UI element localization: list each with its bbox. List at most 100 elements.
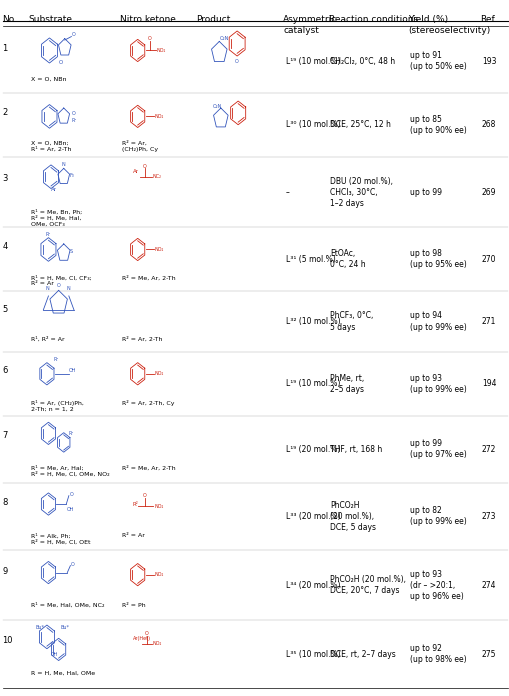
Text: Ar: Ar xyxy=(50,187,56,191)
Text: 273: 273 xyxy=(481,512,495,521)
Text: PhCO₂H
(20 mol.%),
DCE, 5 days: PhCO₂H (20 mol.%), DCE, 5 days xyxy=(330,500,376,532)
Text: L³⁰ (10 mol.%): L³⁰ (10 mol.%) xyxy=(285,120,340,129)
Text: 8: 8 xyxy=(3,498,8,507)
Text: R¹ = Me, Hal, OMe, NC₂: R¹ = Me, Hal, OMe, NC₂ xyxy=(31,603,104,608)
Text: OH: OH xyxy=(69,367,76,372)
Text: R¹: R¹ xyxy=(46,232,51,237)
Text: 9: 9 xyxy=(3,567,8,576)
Text: Bu*: Bu* xyxy=(36,624,45,630)
Text: L³⁴ (20 mol.%): L³⁴ (20 mol.%) xyxy=(285,580,340,590)
Text: R²: R² xyxy=(132,502,138,507)
Text: R² = Me, Ar, 2-Th: R² = Me, Ar, 2-Th xyxy=(122,466,176,471)
Text: up to 99
(up to 97% ee): up to 99 (up to 97% ee) xyxy=(409,439,465,459)
Text: up to 92
(up to 98% ee): up to 92 (up to 98% ee) xyxy=(409,644,465,664)
Text: –: – xyxy=(285,188,289,197)
Text: 193: 193 xyxy=(481,56,495,65)
Text: 4: 4 xyxy=(3,242,8,251)
Text: PhCF₃, 0°C,
5 days: PhCF₃, 0°C, 5 days xyxy=(330,311,373,331)
Text: NO₂: NO₂ xyxy=(154,504,163,509)
Text: O: O xyxy=(148,36,152,41)
Text: 3: 3 xyxy=(3,173,8,182)
Text: S: S xyxy=(70,249,73,254)
Text: Product: Product xyxy=(196,15,230,24)
Text: up to 93
(dr – >20:1,
up to 96% ee): up to 93 (dr – >20:1, up to 96% ee) xyxy=(409,569,462,601)
Text: 269: 269 xyxy=(481,188,495,197)
Text: 271: 271 xyxy=(481,317,495,326)
Text: 194: 194 xyxy=(481,379,495,388)
Text: R¹: R¹ xyxy=(69,431,74,436)
Text: O: O xyxy=(71,111,75,116)
Text: up to 98
(up to 95% ee): up to 98 (up to 95% ee) xyxy=(409,249,465,269)
Text: up to 91
(up to 50% ee): up to 91 (up to 50% ee) xyxy=(409,51,465,71)
Text: R² = Ph: R² = Ph xyxy=(122,603,146,608)
Text: 274: 274 xyxy=(481,580,495,590)
Text: R = H, Me, Hal, OMe: R = H, Me, Hal, OMe xyxy=(31,671,95,676)
Text: OH: OH xyxy=(66,507,74,512)
Text: Reaction conditions: Reaction conditions xyxy=(328,15,417,24)
Text: DCE, rt, 2–7 days: DCE, rt, 2–7 days xyxy=(330,649,395,658)
Text: R¹ = Me, Bn, Ph;
R² = H, Me, Hal,
OMe, OCF₃: R¹ = Me, Bn, Ph; R² = H, Me, Hal, OMe, O… xyxy=(31,209,81,227)
Text: NO₂: NO₂ xyxy=(152,641,161,647)
Text: O₂N: O₂N xyxy=(212,104,221,109)
Text: R¹ = Alk, Ph;
R² = H, Me, Cl, OEt: R¹ = Alk, Ph; R² = H, Me, Cl, OEt xyxy=(31,533,90,544)
Text: OH: OH xyxy=(51,652,59,658)
Text: N: N xyxy=(66,286,70,292)
Text: L³² (10 mol.%): L³² (10 mol.%) xyxy=(285,317,340,326)
Text: 10: 10 xyxy=(3,636,13,645)
Text: R¹: R¹ xyxy=(71,118,76,123)
Text: N: N xyxy=(62,161,66,166)
Text: EtOAc,
0°C, 24 h: EtOAc, 0°C, 24 h xyxy=(330,249,365,269)
Text: X = O, NBn: X = O, NBn xyxy=(31,77,66,82)
Text: R¹ = Me, Ar, Hal;
R² = H, Me, Cl, OMe, NO₂: R¹ = Me, Ar, Hal; R² = H, Me, Cl, OMe, N… xyxy=(31,466,109,477)
Text: L³¹ (5 mol.%): L³¹ (5 mol.%) xyxy=(285,255,335,264)
Text: F₃: F₃ xyxy=(70,173,74,177)
Text: No: No xyxy=(3,15,15,24)
Text: O: O xyxy=(56,283,61,288)
Text: 275: 275 xyxy=(481,649,495,658)
Text: 1: 1 xyxy=(3,44,8,53)
Text: 7: 7 xyxy=(3,432,8,440)
Text: 270: 270 xyxy=(481,255,495,264)
Text: Ar(Het): Ar(Het) xyxy=(132,636,150,642)
Text: O: O xyxy=(145,631,149,636)
Text: CH₂Cl₂, 0°C, 48 h: CH₂Cl₂, 0°C, 48 h xyxy=(330,56,395,65)
Text: Yield (%)
(stereoselectivity): Yield (%) (stereoselectivity) xyxy=(407,15,489,35)
Text: DBU (20 mol.%),
CHCl₃, 30°C,
1–2 days: DBU (20 mol.%), CHCl₃, 30°C, 1–2 days xyxy=(330,177,393,208)
Text: O: O xyxy=(234,59,238,64)
Text: R² = Ar, 2-Th, Cy: R² = Ar, 2-Th, Cy xyxy=(122,400,175,406)
Text: O: O xyxy=(59,61,63,65)
Text: R² = Ar,
(CH₂)Ph, Cy: R² = Ar, (CH₂)Ph, Cy xyxy=(122,141,158,152)
Text: NO₂: NO₂ xyxy=(154,371,163,377)
Text: Asymmetric
catalyst: Asymmetric catalyst xyxy=(282,15,336,35)
Text: R¹ = H, Me, Cl, CF₃;
R² = Ar: R¹ = H, Me, Cl, CF₃; R² = Ar xyxy=(31,276,91,286)
Text: R² = Ar, 2-Th: R² = Ar, 2-Th xyxy=(122,337,162,342)
Text: L¹⁹ (10 mol.%): L¹⁹ (10 mol.%) xyxy=(285,379,340,388)
Text: L³³ (20 mol.%): L³³ (20 mol.%) xyxy=(285,512,340,521)
Text: L³⁵ (10 mol.%): L³⁵ (10 mol.%) xyxy=(285,649,340,658)
Text: NO₂: NO₂ xyxy=(154,572,163,577)
Text: R¹: R¹ xyxy=(53,357,59,362)
Text: X = O, NBn;
R¹ = Ar, 2-Th: X = O, NBn; R¹ = Ar, 2-Th xyxy=(31,141,71,152)
Text: DCE, 25°C, 12 h: DCE, 25°C, 12 h xyxy=(330,120,390,129)
Text: O: O xyxy=(71,562,74,567)
Text: PhCO₂H (20 mol.%),
DCE, 20°C, 7 days: PhCO₂H (20 mol.%), DCE, 20°C, 7 days xyxy=(330,575,406,595)
Text: O: O xyxy=(72,32,75,37)
Text: up to 82
(up to 99% ee): up to 82 (up to 99% ee) xyxy=(409,506,465,526)
Text: 2: 2 xyxy=(3,108,8,117)
Text: Nitro ketone: Nitro ketone xyxy=(120,15,176,24)
Text: O: O xyxy=(143,164,147,168)
Text: Bu*: Bu* xyxy=(60,624,69,630)
Text: R² = Ar: R² = Ar xyxy=(122,533,145,538)
Text: NO₂: NO₂ xyxy=(156,48,165,53)
Text: up to 93
(up to 99% ee): up to 93 (up to 99% ee) xyxy=(409,374,465,394)
Text: O: O xyxy=(143,493,147,498)
Text: 268: 268 xyxy=(481,120,495,129)
Text: L¹⁹ (20 mol.%): L¹⁹ (20 mol.%) xyxy=(285,445,340,454)
Text: PhMe, rt,
2–5 days: PhMe, rt, 2–5 days xyxy=(330,374,364,394)
Text: N: N xyxy=(46,286,49,292)
Text: up to 99: up to 99 xyxy=(409,188,441,197)
Text: 6: 6 xyxy=(3,366,8,375)
Text: up to 94
(up to 99% ee): up to 94 (up to 99% ee) xyxy=(409,311,465,331)
Text: R¹, R² = Ar: R¹, R² = Ar xyxy=(31,337,64,342)
Text: NO₂: NO₂ xyxy=(154,247,163,252)
